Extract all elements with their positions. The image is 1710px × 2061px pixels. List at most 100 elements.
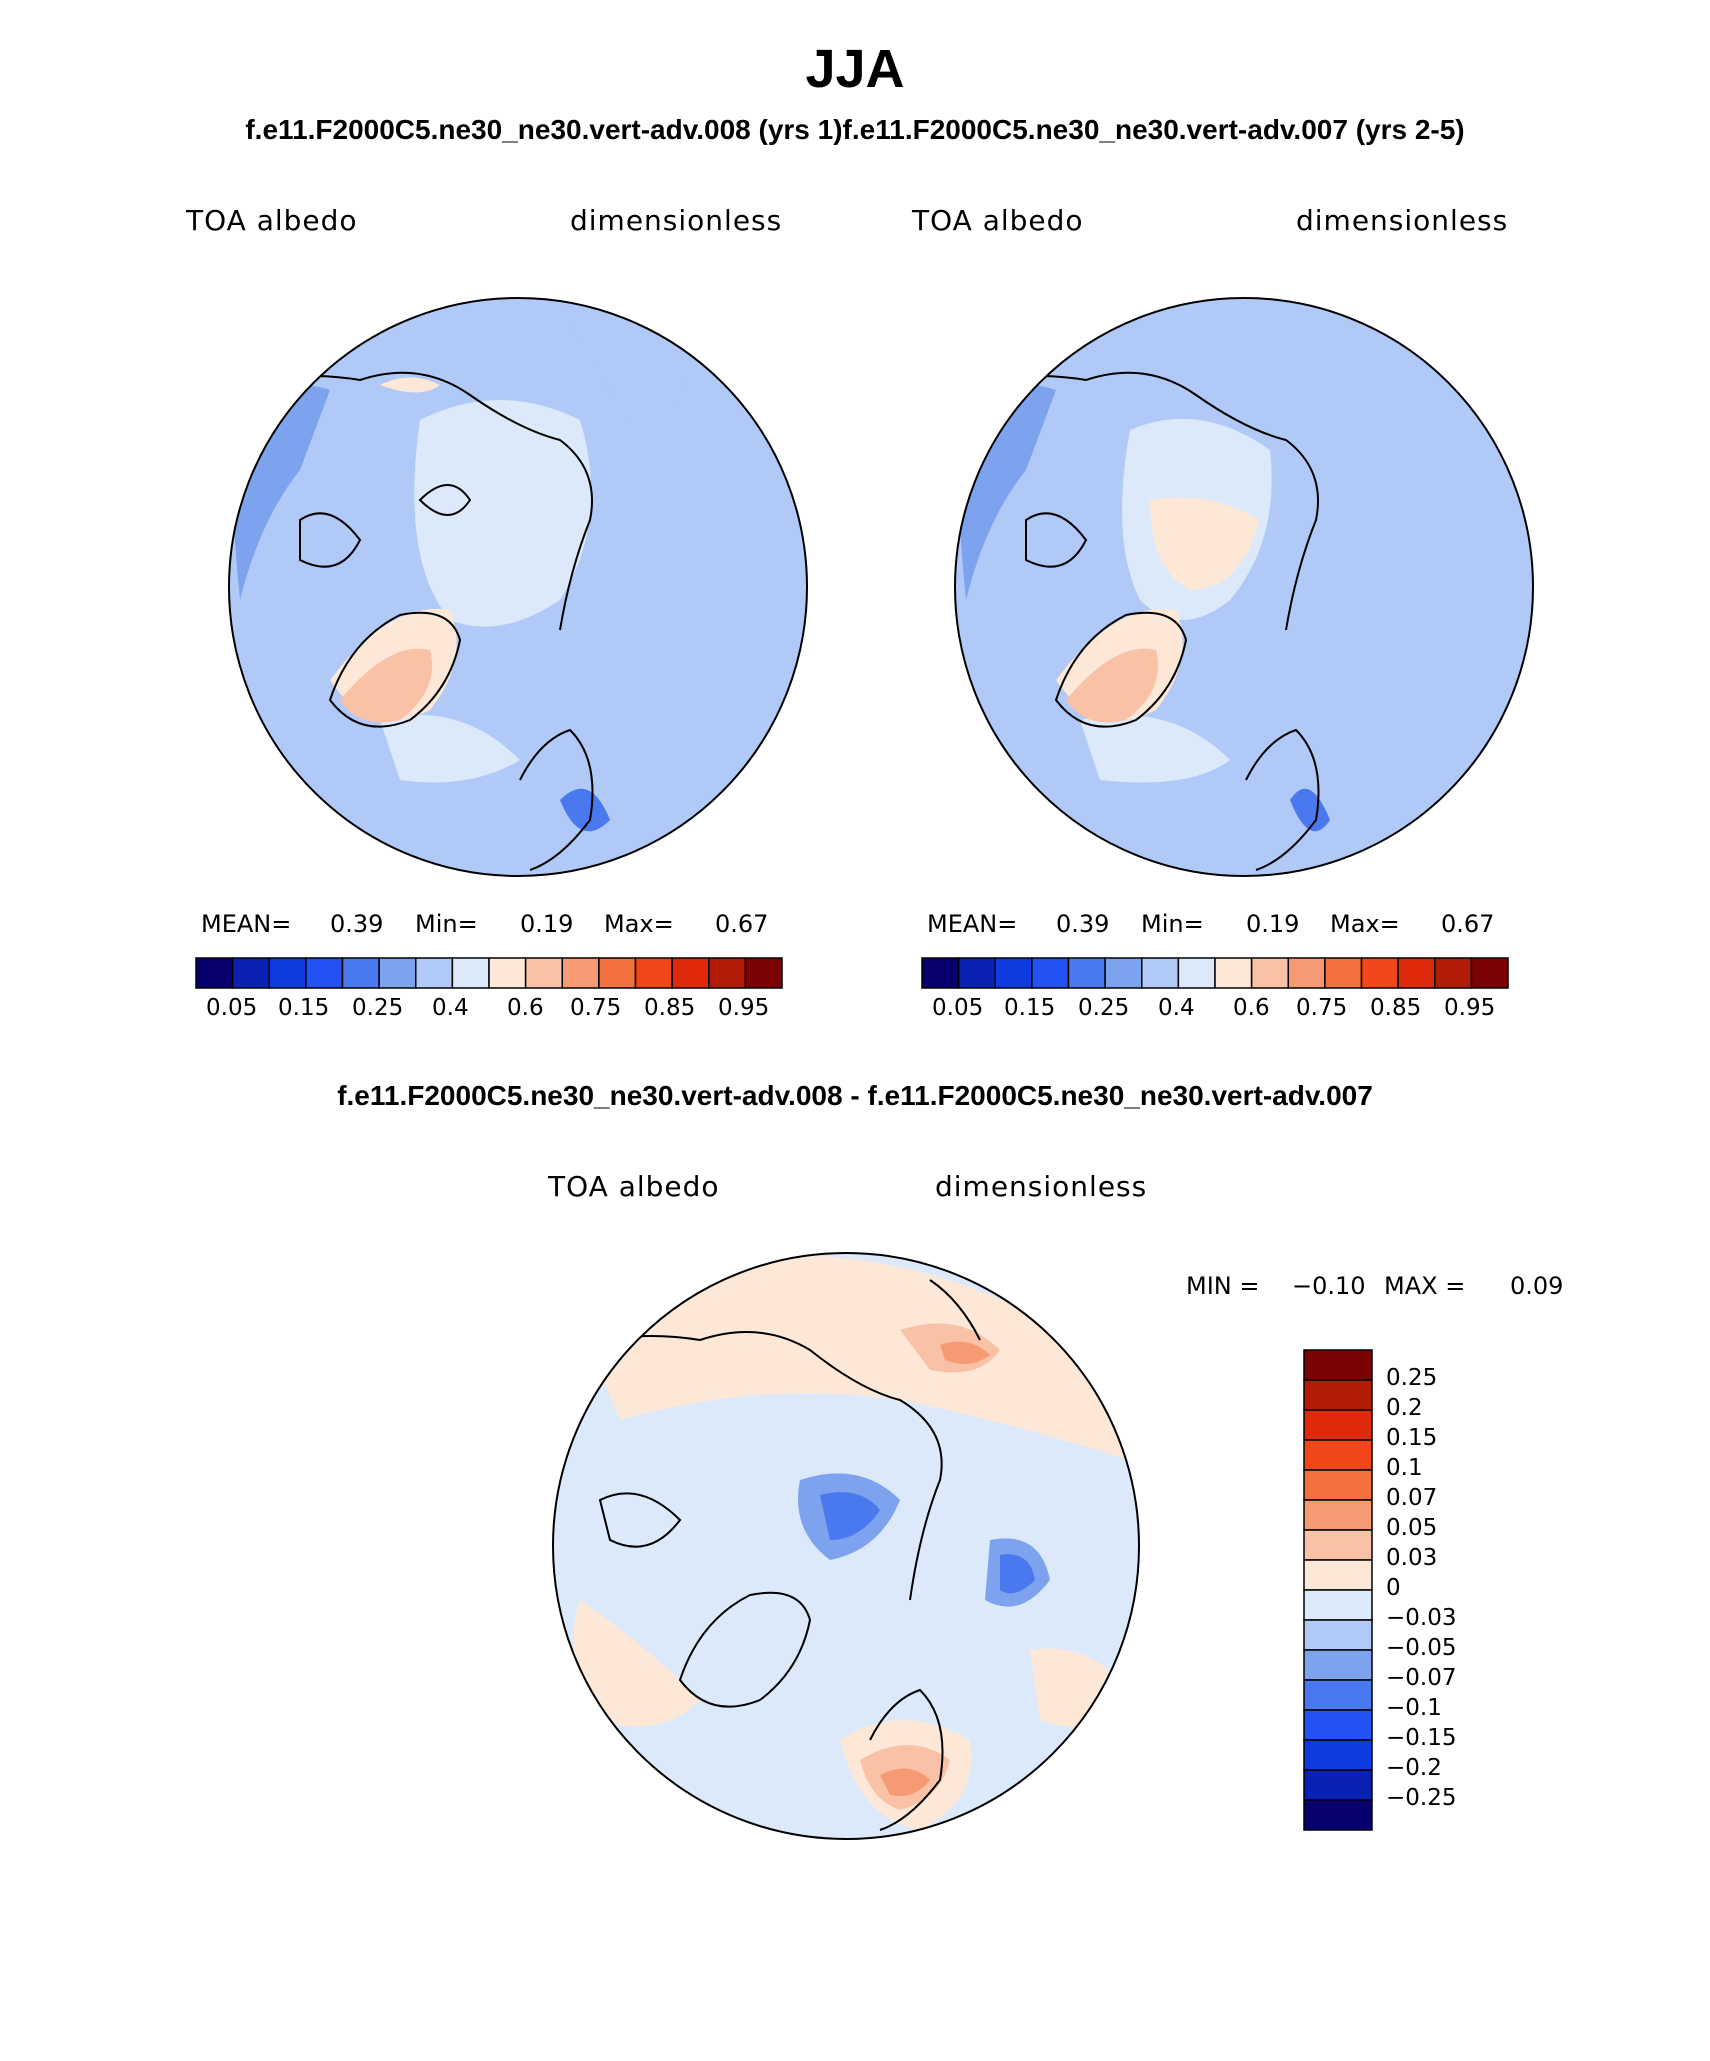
diff-max-value: 0.09 (1510, 1272, 1564, 1300)
top-subtitle: f.e11.F2000C5.ne30_ne30.vert-adv.008 (yr… (245, 114, 1465, 145)
colorbar-swatch (1303, 1559, 1373, 1591)
left-cbar-tick: 0.15 (278, 995, 330, 1021)
diff-cbar-tick: −0.1 (1386, 1695, 1442, 1721)
right-cbar-tick: 0.85 (1370, 995, 1422, 1021)
colorbar-swatch (524, 957, 563, 989)
colorbar-swatch (415, 957, 454, 989)
diff-cbar-tick: −0.2 (1386, 1755, 1442, 1781)
difference-subtitle: f.e11.F2000C5.ne30_ne30.vert-adv.008 - f… (337, 1080, 1373, 1111)
colorbar-swatch (1303, 1769, 1373, 1801)
left-panel-variable: TOA albedo (186, 204, 358, 237)
colorbar-swatch (1141, 957, 1180, 989)
colorbar-swatch (671, 957, 710, 989)
right-mean-label: MEAN= (927, 910, 1018, 938)
colorbar-swatch (1303, 1799, 1373, 1831)
page-title: JJA (805, 39, 905, 99)
left-cbar-tick: 0.85 (644, 995, 696, 1021)
colorbar-swatch (1303, 1679, 1373, 1711)
colorbar-right (921, 957, 1509, 989)
colorbar-swatch (1303, 1589, 1373, 1621)
right-panel-units: dimensionless (1296, 204, 1509, 237)
right-map-boundary (954, 297, 1534, 877)
colorbar-left (195, 957, 783, 989)
colorbar-swatch (1214, 957, 1253, 989)
colorbar-swatch (1031, 957, 1070, 989)
diff-cbar-tick: 0.07 (1386, 1485, 1438, 1511)
colorbar-swatch (1397, 957, 1436, 989)
colorbar-swatch (708, 957, 747, 989)
colorbar-swatch (378, 957, 417, 989)
colorbar-swatch (1067, 957, 1106, 989)
right-cbar-tick: 0.25 (1078, 995, 1130, 1021)
diff-cbar-tick: 0.03 (1386, 1545, 1438, 1571)
diff-cbar-tick: −0.03 (1386, 1605, 1457, 1631)
right-coastlines (965, 371, 1320, 871)
colorbar-swatch (1303, 1499, 1373, 1531)
colorbar-swatch (1303, 1409, 1373, 1441)
diff-cbar-tick: 0 (1386, 1575, 1401, 1601)
colorbar-swatch (1303, 1739, 1373, 1771)
left-cbar-tick: 0.75 (570, 995, 622, 1021)
left-panel-units: dimensionless (570, 204, 783, 237)
colorbar-swatch (1104, 957, 1143, 989)
colorbar-swatch (634, 957, 673, 989)
diff-min-label: MIN = (1186, 1272, 1260, 1300)
colorbar-swatch (268, 957, 307, 989)
right-cbar-tick: 0.4 (1158, 995, 1195, 1021)
colorbar-swatch (1303, 1649, 1373, 1681)
colorbar-swatch (598, 957, 637, 989)
colorbar-swatch (1287, 957, 1326, 989)
left-polar-map (229, 298, 807, 876)
colorbar-swatch (921, 957, 960, 989)
colorbar-swatch (1303, 1709, 1373, 1741)
diff-panel-variable: TOA albedo (548, 1170, 720, 1203)
colorbar-difference (1303, 1349, 1373, 1831)
left-mean-label: MEAN= (201, 910, 292, 938)
difference-map-boundary (552, 1252, 1140, 1840)
right-max-value: 0.67 (1441, 910, 1495, 938)
colorbar-swatch (957, 957, 996, 989)
colorbar-swatch (195, 957, 234, 989)
diff-panel-units: dimensionless (935, 1170, 1148, 1203)
colorbar-swatch (1250, 957, 1289, 989)
left-mean-value: 0.39 (330, 910, 384, 938)
diff-cbar-tick: 0.05 (1386, 1515, 1438, 1541)
diff-cbar-tick: 0.2 (1386, 1395, 1423, 1421)
colorbar-swatch (994, 957, 1033, 989)
diff-cbar-tick: 0.1 (1386, 1455, 1423, 1481)
right-mean-value: 0.39 (1056, 910, 1110, 938)
colorbar-swatch (451, 957, 490, 989)
diff-cbar-tick: −0.15 (1386, 1725, 1457, 1751)
colorbar-swatch (1303, 1469, 1373, 1501)
diff-cbar-tick: −0.07 (1386, 1665, 1457, 1691)
left-cbar-tick: 0.05 (206, 995, 258, 1021)
diff-cbar-tick: −0.05 (1386, 1635, 1457, 1661)
difference-polar-map (553, 1253, 1139, 1839)
right-cbar-tick: 0.6 (1233, 995, 1270, 1021)
colorbar-swatch (1303, 1439, 1373, 1471)
diff-min-value: −0.10 (1292, 1272, 1366, 1300)
colorbar-swatch (1470, 957, 1509, 989)
colorbar-swatch (1303, 1379, 1373, 1411)
colorbar-swatch (1303, 1529, 1373, 1561)
difference-coastlines (569, 1279, 981, 1831)
left-max-value: 0.67 (715, 910, 769, 938)
colorbar-swatch (231, 957, 270, 989)
diff-cbar-tick: 0.15 (1386, 1425, 1438, 1451)
right-polar-map (955, 298, 1533, 876)
colorbar-swatch (1177, 957, 1216, 989)
left-min-label: Min= (415, 910, 478, 938)
colorbar-swatch (1303, 1619, 1373, 1651)
right-cbar-tick: 0.05 (932, 995, 984, 1021)
right-min-value: 0.19 (1246, 910, 1300, 938)
colorbar-swatch (1434, 957, 1473, 989)
colorbar-swatch (1324, 957, 1363, 989)
left-map-boundary (228, 297, 808, 877)
right-cbar-tick: 0.15 (1004, 995, 1056, 1021)
left-cbar-tick: 0.4 (432, 995, 469, 1021)
right-panel-variable: TOA albedo (912, 204, 1084, 237)
left-max-label: Max= (604, 910, 674, 938)
colorbar-swatch (561, 957, 600, 989)
colorbar-swatch (488, 957, 527, 989)
